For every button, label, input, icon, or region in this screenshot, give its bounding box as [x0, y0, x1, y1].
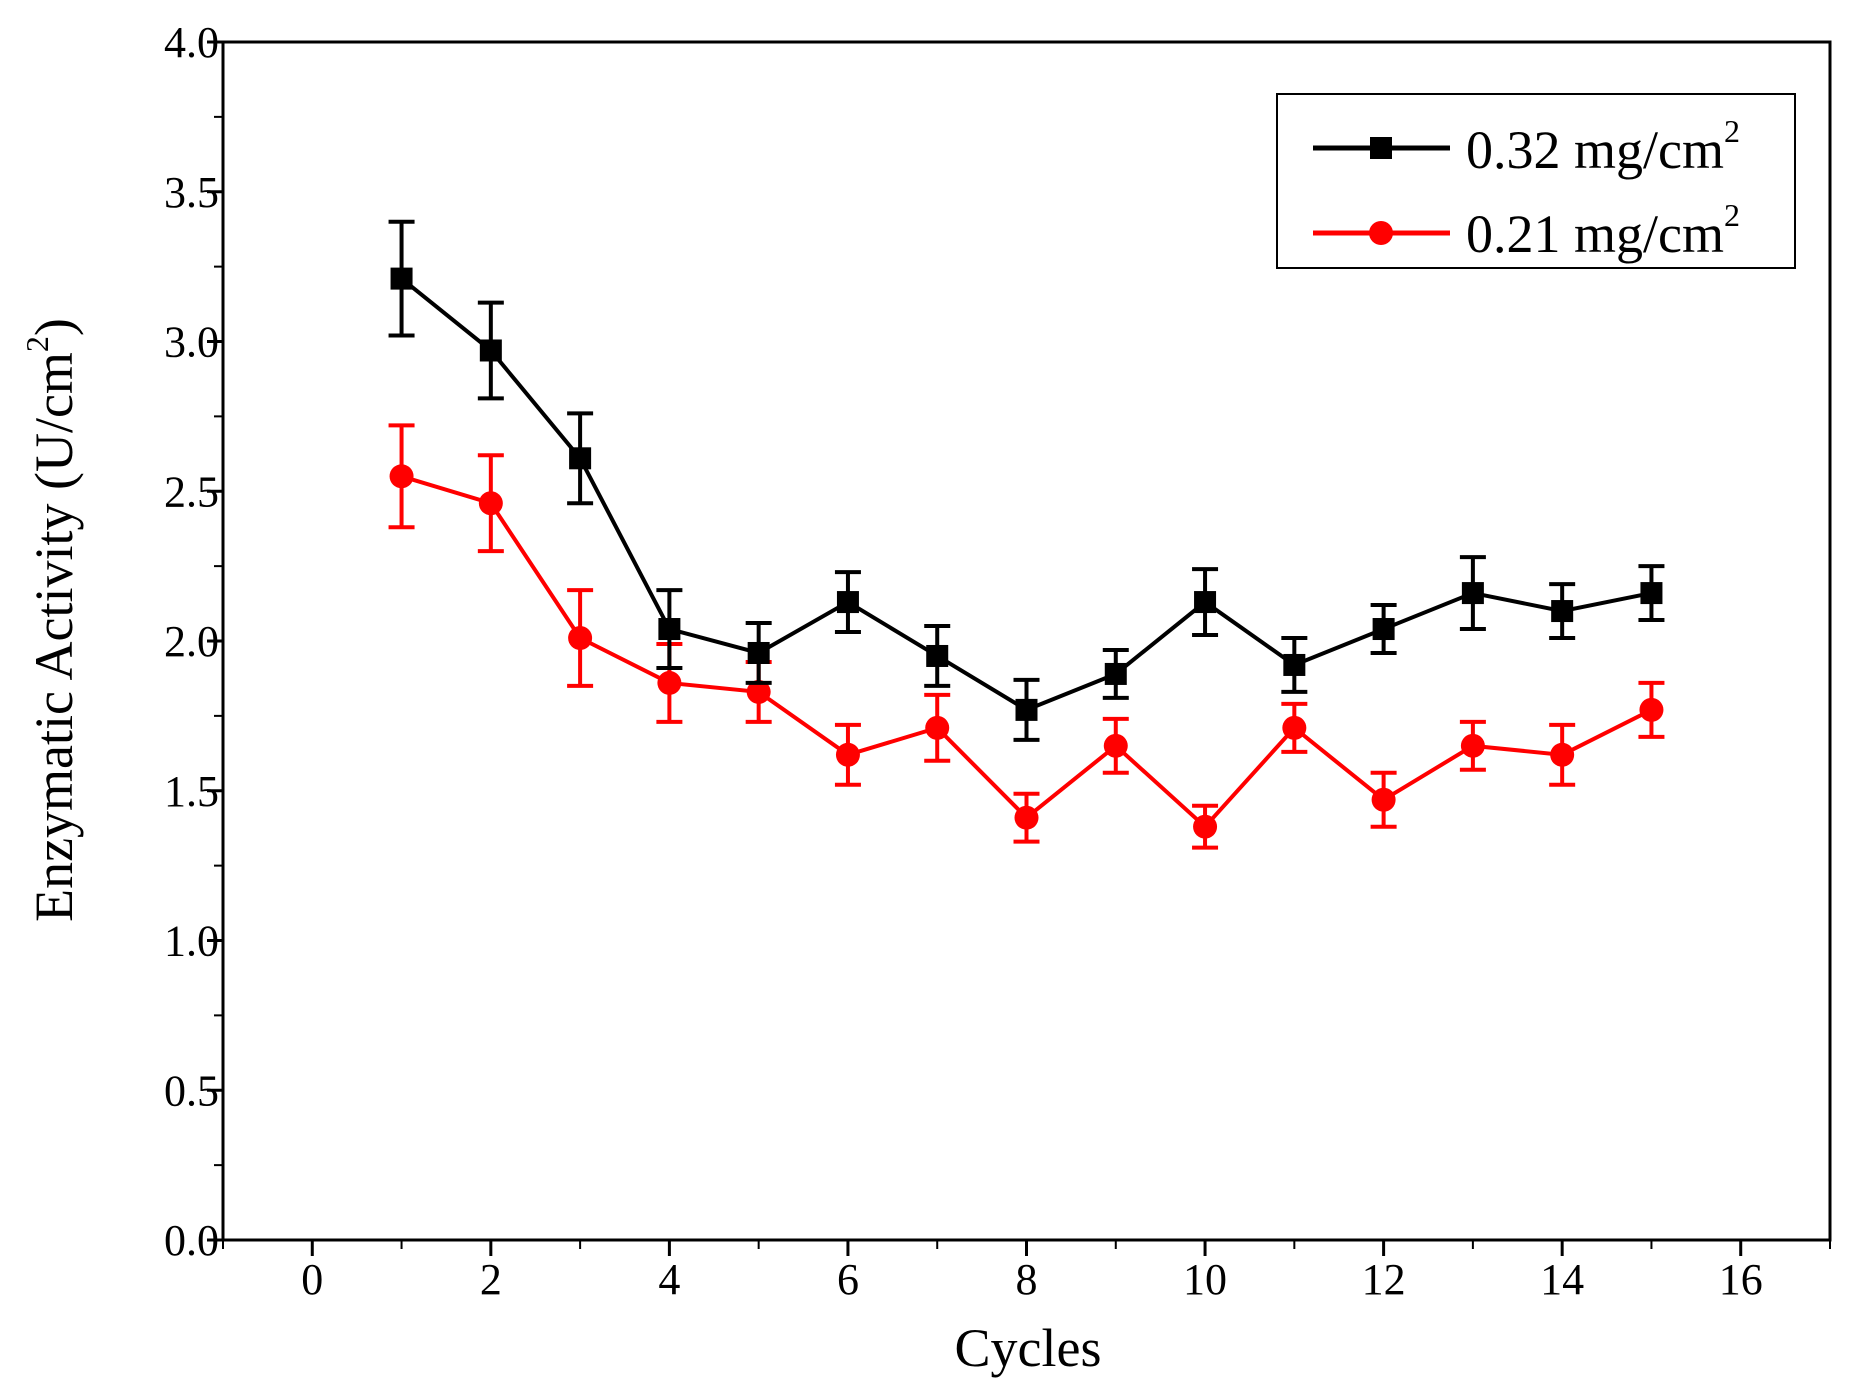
data-point [389, 464, 414, 489]
series-square [388, 219, 1665, 742]
data-point [658, 618, 681, 641]
y-tick-label: 0.5 [164, 1066, 219, 1115]
data-point [925, 715, 950, 740]
data-point [479, 339, 502, 362]
x-tick-label: 2 [480, 1255, 502, 1304]
y-axis-title-base: Enzymatic Activity (U/cm [24, 352, 84, 922]
x-tick-label: 14 [1540, 1255, 1584, 1304]
data-point [926, 644, 949, 667]
legend-box [1276, 93, 1796, 269]
y-tick-label: 2.0 [164, 617, 219, 666]
y-tick-label: 3.0 [164, 318, 219, 367]
x-axis-title: Cycles [955, 1318, 1102, 1378]
data-point [478, 491, 503, 516]
data-point [1103, 733, 1128, 758]
legend-label-032: 0.32 mg/cm2 [1466, 113, 1740, 180]
y-tick-label: 0.0 [164, 1216, 219, 1265]
series-line [400, 474, 1653, 830]
data-point [1282, 715, 1307, 740]
legend-label-021-sup: 2 [1724, 197, 1740, 233]
legend-label-021: 0.21 mg/cm2 [1466, 197, 1740, 264]
data-point [1639, 697, 1664, 722]
x-tick-label: 6 [837, 1255, 859, 1304]
svg-text:Enzymatic Activity (U/cm2): Enzymatic Activity (U/cm2) [19, 318, 84, 922]
data-point [1640, 582, 1663, 605]
data-point [657, 670, 682, 695]
data-point [836, 591, 859, 614]
y-axis-title-superscript: 2 [19, 336, 55, 352]
y-axis-title-closing: ) [24, 318, 84, 336]
legend: 0.32 mg/cm2 0.21 mg/cm2 [1276, 93, 1796, 269]
data-point [1194, 591, 1217, 614]
data-point [1550, 742, 1575, 767]
data-point [1283, 653, 1306, 676]
x-tick-label: 4 [658, 1255, 680, 1304]
data-point [746, 679, 771, 704]
data-point [835, 742, 860, 767]
data-point [390, 267, 413, 290]
y-tick-label: 3.5 [164, 168, 219, 217]
data-point [1014, 805, 1039, 830]
x-tick-label: 8 [1016, 1255, 1038, 1304]
legend-label-032-base: 0.32 mg/cm [1466, 120, 1724, 180]
x-tick-label: 0 [301, 1255, 323, 1304]
data-point [1461, 582, 1484, 605]
y-tick-label: 2.5 [164, 467, 219, 516]
data-point [1193, 814, 1218, 839]
data-point [1104, 662, 1127, 685]
series-group [388, 219, 1665, 850]
legend-marker-circle [1369, 221, 1393, 245]
data-point [1460, 733, 1485, 758]
x-tick-label: 16 [1719, 1255, 1763, 1304]
data-point [568, 626, 593, 651]
data-point [1551, 600, 1574, 623]
data-point [1015, 698, 1038, 721]
y-tick-label: 4.0 [164, 18, 219, 67]
legend-label-021-base: 0.21 mg/cm [1466, 204, 1724, 264]
x-tick-label: 10 [1183, 1255, 1227, 1304]
y-axis-title: Enzymatic Activity (U/cm2) [19, 318, 84, 922]
series-circle [388, 423, 1665, 850]
legend-label-032-sup: 2 [1724, 113, 1740, 149]
y-tick-label: 1.0 [164, 917, 219, 966]
data-point [1371, 787, 1396, 812]
data-point [1372, 618, 1395, 641]
y-tick-label: 1.5 [164, 767, 219, 816]
data-point [569, 447, 592, 470]
data-point [747, 641, 770, 664]
legend-marker-square [1370, 137, 1392, 159]
x-tick-label: 12 [1362, 1255, 1406, 1304]
axis-ticks: 0 2 4 6 8 10 12 14 16 0.0 0.5 1.0 1.5 2.0 2.5 3.0 3.5 4.0 [164, 18, 1831, 1304]
